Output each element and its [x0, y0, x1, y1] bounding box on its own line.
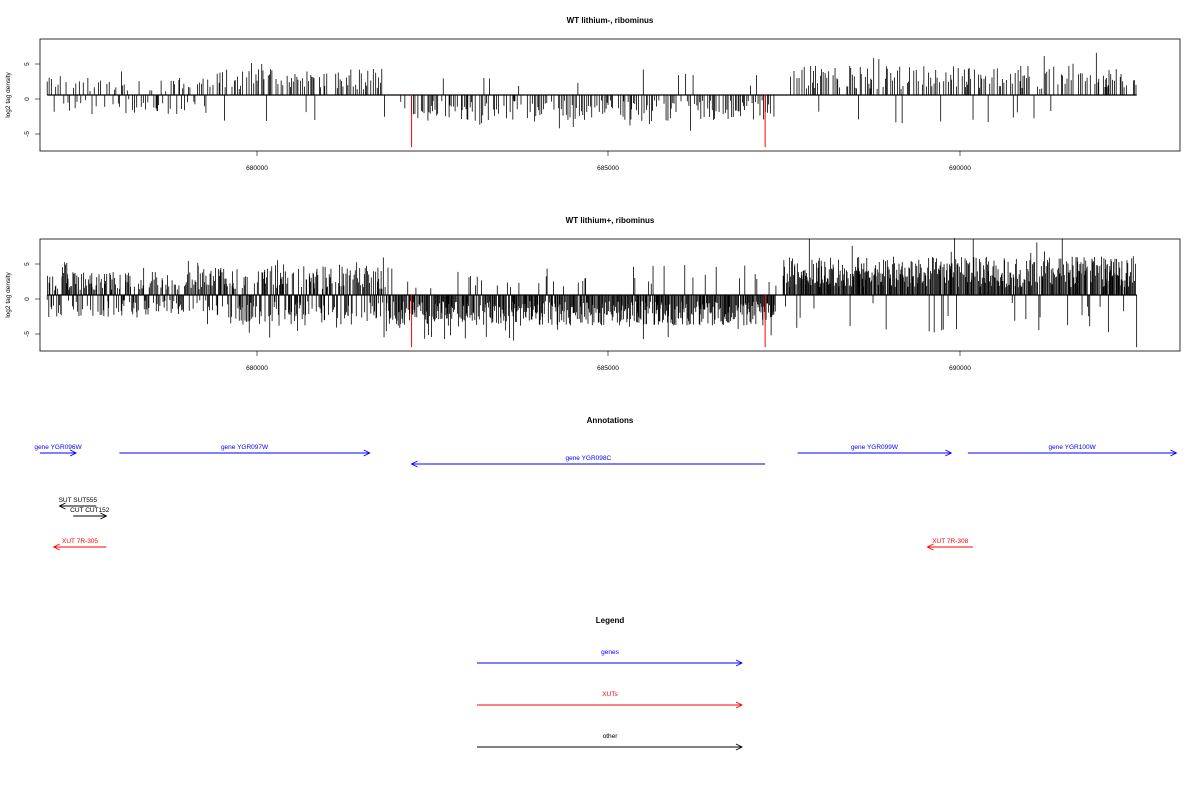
y-tick-label: 0 [24, 97, 31, 101]
feature-arrow[interactable]: gene YGR096W [34, 444, 83, 457]
y-axis: 5 0 -5 [24, 262, 40, 337]
coverage-panel-lithium-plus: WT lithium+, ribominus log2 tag density … [5, 216, 1181, 372]
feature-arrow[interactable]: SUT SUT555 [58, 497, 98, 510]
feature-arrow[interactable]: XUT 7R-305 [52, 538, 107, 551]
y-tick-label: 0 [24, 297, 31, 301]
legend-title: Legend [596, 616, 625, 625]
legend-item: XUTs [477, 691, 744, 709]
x-axis: 680000 685000 690000 [246, 351, 971, 372]
coverage-bars [46, 238, 1138, 348]
feature-label: gene YGR098C [565, 455, 611, 462]
x-tick-label: 685000 [597, 165, 619, 172]
feature-track: gene YGR096W gene YGR097W gene YGR098C gene… [34, 444, 1178, 551]
annotations-panel: Annotations gene YGR096W gene YGR097Wgene… [34, 416, 1178, 551]
legend-label: other [603, 733, 619, 740]
x-tick-label: 690000 [949, 165, 971, 172]
feature-arrow[interactable]: CUT CUT152 [70, 507, 110, 520]
plot-frame [39, 238, 1181, 352]
feature-label: gene YGR099W [851, 444, 899, 451]
legend: Legend genes XUTs other [477, 616, 744, 751]
y-axis: 5 0 -5 [24, 62, 40, 137]
feature-arrow[interactable]: gene YGR097W [119, 444, 371, 457]
coverage-bars [46, 52, 1137, 148]
legend-item: other [477, 733, 744, 751]
feature-arrow[interactable]: gene YGR098C [410, 455, 766, 468]
feature-label: XUT 7R-308 [932, 538, 968, 545]
annotations-title: Annotations [587, 416, 634, 425]
feature-arrow[interactable]: XUT 7R-308 [926, 538, 973, 551]
coverage-panel-lithium-minus: WT lithium-, ribominus log2 tag density … [5, 16, 1181, 172]
y-tick-label: -5 [24, 131, 31, 137]
legend-item: genes [477, 649, 744, 667]
x-tick-label: 680000 [246, 365, 268, 372]
feature-label: CUT CUT152 [70, 507, 110, 514]
feature-arrow[interactable]: gene YGR100W [967, 444, 1178, 457]
feature-label: gene YGR096W [34, 444, 82, 451]
y-tick-label: 5 [24, 262, 31, 266]
feature-label: XUT 7R-305 [62, 538, 98, 545]
x-tick-label: 680000 [246, 165, 268, 172]
x-axis: 680000 685000 690000 [246, 151, 971, 172]
plot-frame [39, 38, 1181, 152]
y-tick-label: 5 [24, 62, 31, 66]
legend-label: XUTs [602, 691, 618, 698]
y-axis-label: log2 tag density [5, 271, 12, 317]
panel-title: WT lithium+, ribominus [566, 216, 655, 225]
feature-arrow[interactable]: gene YGR099W [797, 444, 953, 457]
legend-label: genes [601, 649, 619, 656]
feature-label: gene YGR100W [1049, 444, 1097, 451]
x-tick-label: 685000 [597, 365, 619, 372]
y-axis-label: log2 tag density [5, 71, 12, 117]
y-tick-label: -5 [24, 331, 31, 337]
x-tick-label: 690000 [949, 365, 971, 372]
feature-label: gene YGR097W [221, 444, 269, 451]
panel-title: WT lithium-, ribominus [567, 16, 654, 25]
legend-items: genes XUTs other [477, 649, 744, 751]
feature-label: SUT SUT555 [59, 497, 98, 504]
